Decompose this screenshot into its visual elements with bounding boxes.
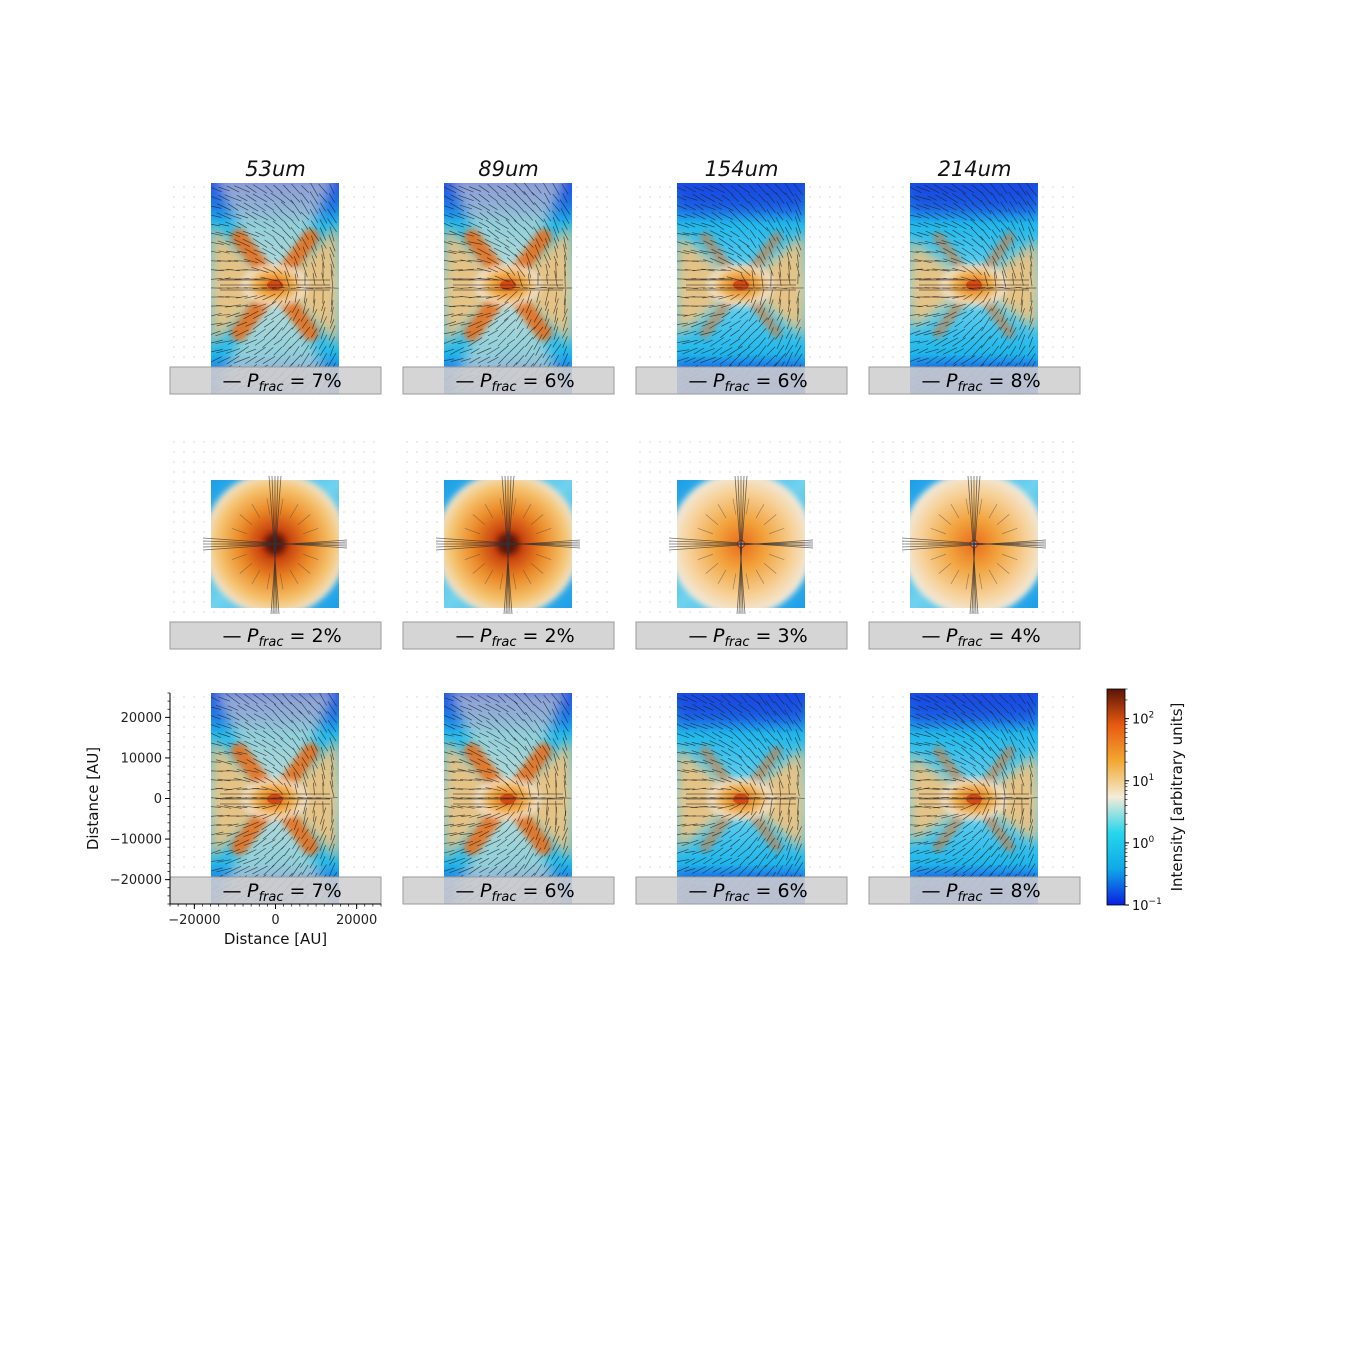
polarization-vectors — [211, 183, 339, 394]
panel-r1-c3: — Pfrac = 4% — [868, 441, 1081, 650]
y-tick-label: −10000 — [110, 833, 162, 848]
polarization-vectors — [435, 475, 581, 615]
pfrac-legend: — Pfrac = 6% — [635, 366, 848, 395]
pfrac-label: Pfrac = 2% — [480, 625, 575, 650]
colorbar-label: Intensity [arbitrary units] — [1168, 703, 1186, 892]
pfrac-legend: — Pfrac = 4% — [868, 621, 1081, 650]
pfrac-legend: — Pfrac = 6% — [402, 876, 615, 905]
pfrac-label: Pfrac = 4% — [946, 625, 1041, 650]
y-axis-label: Distance [AU] — [84, 747, 102, 850]
pfrac-legend: — Pfrac = 8% — [868, 876, 1081, 905]
legend-symbol: — — [456, 625, 475, 647]
legend-symbol: — — [223, 625, 242, 647]
pfrac-legend: — Pfrac = 2% — [402, 621, 615, 650]
polarization-vectors — [910, 693, 1038, 903]
legend-symbol: — — [689, 880, 708, 902]
x-tick-label: 20000 — [336, 913, 377, 928]
polarization-vectors — [211, 693, 338, 904]
wavelength-title-89um: 89um — [478, 157, 539, 181]
panel-r1-c0: — Pfrac = 2% — [169, 441, 382, 650]
colorbar-tick-label: 102 — [1132, 711, 1154, 728]
pfrac-legend: — Pfrac = 7% — [169, 876, 382, 905]
pfrac-legend: — Pfrac = 6% — [402, 366, 615, 395]
pfrac-label: Pfrac = 6% — [480, 880, 575, 905]
colorbar-tick-label: 101 — [1132, 773, 1154, 790]
panel-r2-c1: — Pfrac = 6% — [402, 693, 615, 905]
pfrac-label: Pfrac = 8% — [946, 880, 1041, 905]
polarization-vectors — [668, 475, 814, 615]
pfrac-label: Pfrac = 2% — [247, 625, 342, 650]
panel-r1-c2: — Pfrac = 3% — [635, 441, 848, 650]
polarization-vectors — [202, 475, 348, 615]
pfrac-label: Pfrac = 7% — [247, 880, 342, 905]
y-tick-label: 0 — [154, 792, 162, 807]
legend-symbol: — — [456, 880, 475, 902]
polarization-vectors — [677, 183, 804, 394]
polarization-vectors — [901, 475, 1047, 615]
x-tick-label: 0 — [271, 913, 279, 928]
colorbar: 102 101 100 10−1 Intensity [arbitrary units] — [1106, 688, 1186, 914]
y-tick-label: −20000 — [110, 873, 162, 888]
colorbar-tick-label: 10−1 — [1132, 897, 1162, 914]
pfrac-legend: — Pfrac = 8% — [868, 366, 1081, 395]
axes-bottom-left: 20000 10000 0 −10000 −20000 −20000 0 20000 Dista… — [84, 692, 382, 948]
panel-r0-c1: — Pfrac = 6% — [402, 183, 615, 395]
pfrac-legend: — Pfrac = 7% — [169, 366, 382, 395]
panel-r0-c3: — Pfrac = 8% — [868, 183, 1081, 395]
panel-r2-c0: — Pfrac = 7% — [169, 693, 382, 905]
colorbar-tick-label: 100 — [1132, 835, 1155, 852]
panel-r0-c0: — Pfrac = 7% — [169, 183, 382, 395]
pfrac-label: Pfrac = 3% — [713, 625, 808, 650]
legend-symbol: — — [922, 370, 941, 392]
panel-r2-c2: — Pfrac = 6% — [635, 693, 848, 905]
legend-symbol: — — [922, 880, 941, 902]
panel-r2-c3: — Pfrac = 8% — [868, 693, 1081, 905]
x-axis-label: Distance [AU] — [224, 930, 327, 948]
pfrac-label: Pfrac = 6% — [713, 880, 808, 905]
legend-symbol: — — [922, 625, 941, 647]
legend-symbol: — — [689, 370, 708, 392]
legend-symbol: — — [456, 370, 475, 392]
wavelength-title-154um: 154um — [705, 157, 779, 181]
pfrac-label: Pfrac = 6% — [713, 370, 808, 395]
x-tick-label: −20000 — [168, 913, 220, 928]
panel-r0-c2: — Pfrac = 6% — [635, 183, 848, 395]
y-tick-label: 20000 — [121, 711, 162, 726]
pfrac-label: Pfrac = 7% — [247, 370, 342, 395]
pfrac-legend: — Pfrac = 6% — [635, 876, 848, 905]
pfrac-legend: — Pfrac = 2% — [169, 621, 382, 650]
pfrac-label: Pfrac = 8% — [946, 370, 1041, 395]
wavelength-title-53um: 53um — [245, 157, 306, 181]
intensity-map — [677, 693, 805, 904]
legend-symbol: — — [689, 625, 708, 647]
wavelength-title-214um: 214um — [938, 157, 1012, 181]
pfrac-legend: — Pfrac = 3% — [635, 621, 848, 650]
panel-r1-c1: — Pfrac = 2% — [402, 441, 615, 650]
legend-symbol: — — [223, 370, 242, 392]
pfrac-label: Pfrac = 6% — [480, 370, 575, 395]
y-tick-label: 10000 — [121, 751, 162, 766]
legend-symbol: — — [223, 880, 242, 902]
